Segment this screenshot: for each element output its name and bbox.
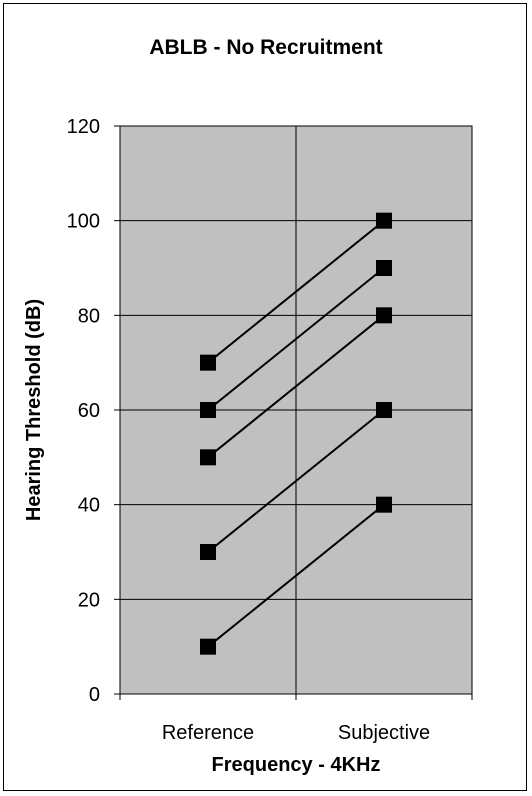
series-line <box>207 503 385 648</box>
axis-layer: 0 20 40 60 80 100 120 Reference Subjective <box>67 116 473 744</box>
y-axis-title: Hearing Threshold (dB) <box>23 299 45 521</box>
y-tick-label: 100 <box>67 211 100 233</box>
data-point-marker <box>376 260 392 276</box>
series-line <box>207 267 385 411</box>
x-tick-label: Reference <box>162 722 254 744</box>
x-axis-title: Frequency - 4KHz <box>212 754 381 776</box>
data-point-marker <box>200 402 216 418</box>
y-tick-label: 80 <box>78 305 100 327</box>
data-point-marker <box>376 402 392 418</box>
x-tick-label: Subjective <box>338 722 430 744</box>
data-point-marker <box>200 449 216 466</box>
data-point-marker <box>376 496 392 513</box>
data-point-marker <box>376 307 392 324</box>
y-tick-label: 40 <box>78 495 100 517</box>
y-tick-label: 120 <box>67 116 100 138</box>
data-point-marker <box>200 544 216 560</box>
series-line <box>207 409 385 553</box>
grid-layer <box>119 125 473 695</box>
y-tick-label: 20 <box>78 589 100 611</box>
chart-title: ABLB - No Recruitment <box>149 36 382 59</box>
y-tick-label: 60 <box>78 400 100 422</box>
series-line <box>207 314 385 459</box>
series-line <box>207 219 385 364</box>
data-point-marker <box>200 354 216 371</box>
data-point-marker <box>200 638 216 655</box>
series-layer <box>200 212 392 655</box>
data-point-marker <box>376 212 392 229</box>
y-tick-label: 0 <box>89 684 100 706</box>
